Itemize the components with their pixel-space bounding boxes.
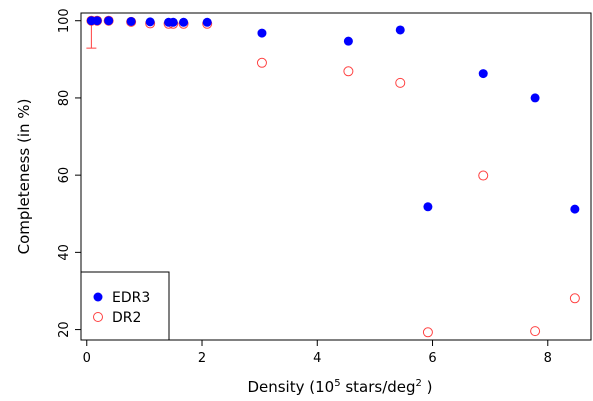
edr3-point bbox=[92, 16, 102, 26]
y-tick-label: 40 bbox=[57, 244, 72, 261]
x-axis-label-sup2: 2 bbox=[416, 378, 422, 389]
edr3-point bbox=[343, 36, 353, 46]
x-tick-label: 6 bbox=[428, 351, 436, 366]
edr3-point bbox=[202, 17, 212, 27]
edr3-point bbox=[395, 25, 405, 35]
edr3-point bbox=[478, 69, 488, 79]
plot-frame bbox=[80, 12, 592, 341]
y-axis: 20 40 60 80 100 bbox=[57, 8, 81, 338]
edr3-point bbox=[168, 17, 178, 27]
legend-marker-dr2 bbox=[93, 312, 103, 322]
y-tick-label: 60 bbox=[57, 167, 72, 184]
y-axis-label: Completeness (in %) bbox=[15, 99, 33, 255]
legend: EDR3 DR2 bbox=[80, 271, 170, 341]
x-axis-label-suffix: ) bbox=[422, 378, 433, 396]
x-axis-label-prefix: Density (10 bbox=[247, 378, 334, 396]
edr3-point bbox=[126, 16, 136, 26]
dr2-point bbox=[422, 327, 433, 338]
x-axis: 0 2 4 6 8 bbox=[83, 340, 552, 366]
y-tick-label: 80 bbox=[57, 90, 72, 107]
dr2-point bbox=[256, 57, 267, 68]
series-edr3 bbox=[86, 16, 580, 214]
dr2-point bbox=[343, 66, 354, 77]
x-tick-label: 2 bbox=[198, 351, 206, 366]
dr2-point bbox=[530, 326, 541, 337]
edr3-point bbox=[104, 16, 114, 26]
x-axis-label: Density (105 stars/deg2 ) bbox=[247, 378, 432, 396]
dr2-point bbox=[395, 77, 406, 88]
edr3-point bbox=[570, 204, 580, 214]
legend-label-edr3: EDR3 bbox=[112, 290, 150, 306]
y-tick-label: 100 bbox=[57, 8, 72, 33]
edr3-point bbox=[257, 28, 267, 38]
dr2-point bbox=[569, 293, 580, 304]
x-axis-label-sup1: 5 bbox=[334, 378, 340, 389]
x-axis-label-mid: stars/deg bbox=[341, 378, 416, 396]
edr3-point bbox=[423, 202, 433, 212]
edr3-point bbox=[530, 93, 540, 103]
legend-box bbox=[80, 271, 170, 341]
x-tick-label: 8 bbox=[544, 351, 552, 366]
edr3-point bbox=[179, 17, 189, 27]
legend-label-dr2: DR2 bbox=[112, 310, 141, 326]
x-tick-label: 0 bbox=[83, 351, 91, 366]
x-tick-label: 4 bbox=[313, 351, 321, 366]
y-tick-label: 20 bbox=[57, 321, 72, 338]
legend-marker-edr3 bbox=[93, 292, 103, 302]
edr3-point bbox=[145, 17, 155, 27]
dr2-point bbox=[478, 170, 489, 181]
